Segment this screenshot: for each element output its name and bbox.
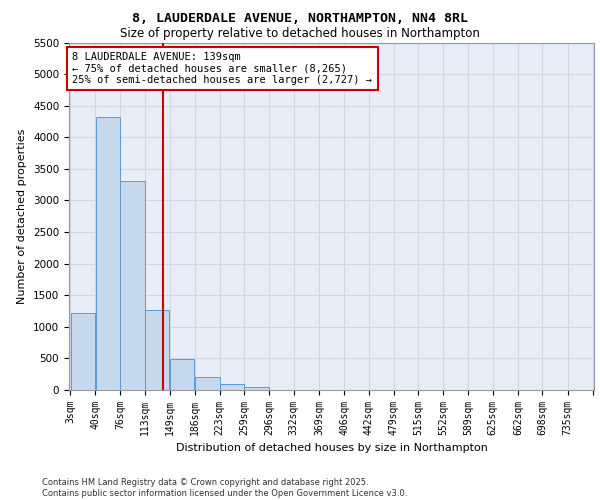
Bar <box>170 359 194 390</box>
Text: Contains HM Land Registry data © Crown copyright and database right 2025.
Contai: Contains HM Land Registry data © Crown c… <box>42 478 407 498</box>
Bar <box>120 181 145 390</box>
X-axis label: Distribution of detached houses by size in Northampton: Distribution of detached houses by size … <box>176 444 487 454</box>
Text: Size of property relative to detached houses in Northampton: Size of property relative to detached ho… <box>120 28 480 40</box>
Text: 8 LAUDERDALE AVENUE: 139sqm
← 75% of detached houses are smaller (8,265)
25% of : 8 LAUDERDALE AVENUE: 139sqm ← 75% of det… <box>73 52 373 85</box>
Bar <box>195 378 220 390</box>
Y-axis label: Number of detached properties: Number of detached properties <box>17 128 28 304</box>
Text: 8, LAUDERDALE AVENUE, NORTHAMPTON, NN4 8RL: 8, LAUDERDALE AVENUE, NORTHAMPTON, NN4 8… <box>132 12 468 26</box>
Bar <box>145 310 169 390</box>
Bar <box>96 117 119 390</box>
Bar <box>71 313 95 390</box>
Bar <box>220 384 244 390</box>
Bar <box>244 387 269 390</box>
